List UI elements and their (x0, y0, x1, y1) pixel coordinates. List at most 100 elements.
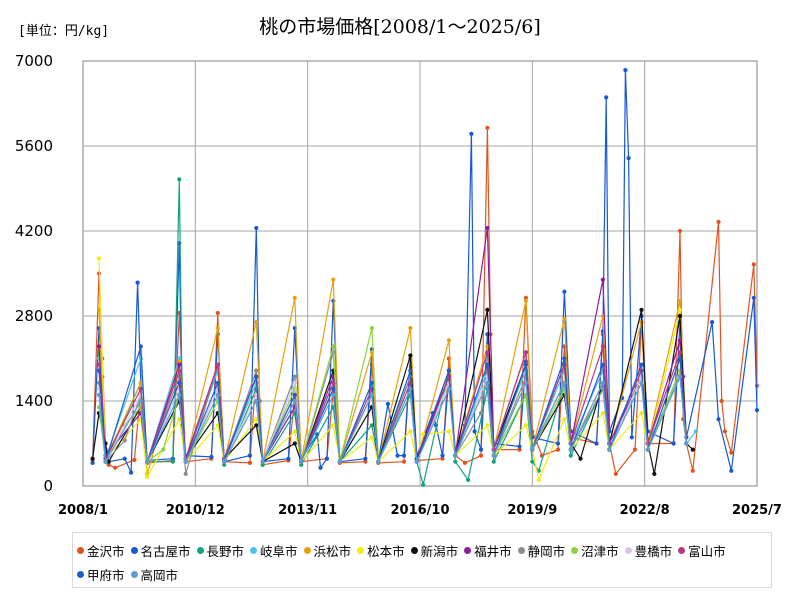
data-point (369, 423, 374, 428)
data-point (260, 462, 265, 467)
data-point (90, 460, 95, 465)
data-point (247, 453, 252, 458)
data-point (652, 471, 657, 476)
data-point (331, 344, 336, 349)
legend-label: 高岡市 (140, 568, 179, 583)
data-point (254, 398, 259, 404)
x-tick-label: 2008/1 (58, 503, 108, 518)
data-point (177, 392, 182, 397)
data-point (639, 362, 644, 367)
data-point (96, 368, 102, 373)
data-point (626, 156, 631, 161)
data-point (222, 462, 227, 467)
data-point (331, 392, 336, 397)
data-point (530, 447, 535, 452)
legend-label: 浜松市 (313, 544, 352, 559)
legend-label: 甲府市 (87, 568, 125, 583)
legend-item: 松本市 (357, 541, 405, 560)
data-point (446, 338, 451, 343)
data-point (292, 380, 297, 385)
x-tick-label: 2019/9 (507, 503, 557, 518)
y-tick-label: 1400 (15, 392, 53, 410)
data-point (568, 447, 573, 452)
data-point (754, 408, 760, 413)
data-point (138, 398, 143, 404)
data-point (369, 435, 374, 440)
axes: 0 1400 2800 4200 5600 7000 2008/1 2010/12 2013/1… (15, 52, 782, 518)
data-point (523, 362, 529, 367)
data-point (177, 362, 182, 367)
data-point (96, 362, 102, 367)
data-point (485, 225, 490, 231)
legend-label: 松本市 (367, 544, 405, 559)
legend-marker (130, 571, 138, 578)
legend-marker (130, 547, 138, 554)
data-point (254, 374, 259, 379)
data-point (604, 95, 609, 100)
data-point (138, 344, 143, 349)
data-point (594, 441, 599, 446)
legend-marker (77, 547, 84, 554)
data-point (183, 459, 188, 464)
legend-marker (77, 571, 84, 578)
data-point (536, 468, 541, 473)
data-point (677, 228, 683, 234)
data-point (523, 298, 529, 303)
x-tick-label: 2016/10 (390, 503, 449, 518)
data-point (472, 429, 477, 434)
data-point (363, 456, 368, 461)
data-point (684, 441, 689, 446)
data-point (215, 380, 220, 385)
legend-marker (678, 547, 686, 554)
data-point (286, 456, 291, 461)
data-point (292, 398, 297, 404)
data-point (408, 353, 413, 358)
data-point (754, 383, 760, 388)
data-point (106, 462, 111, 467)
data-point (485, 362, 490, 367)
data-point (129, 470, 134, 475)
legend-item: 長野市 (196, 541, 244, 560)
legend-label: 名古屋市 (140, 544, 191, 559)
data-point (209, 454, 214, 459)
data-point (254, 320, 259, 325)
data-point (613, 471, 618, 476)
legend-item: 名古屋市 (130, 541, 191, 560)
data-point (96, 392, 102, 397)
data-point (478, 453, 484, 458)
data-point (145, 474, 150, 479)
data-point (562, 417, 567, 422)
data-point (677, 298, 683, 303)
data-point (369, 392, 374, 397)
data-point (677, 374, 683, 379)
y-tick-label: 5600 (15, 137, 53, 155)
data-point (578, 456, 583, 461)
data-point (222, 459, 227, 464)
chart-title: 桃の市場価格[2008/1～2025/6] (259, 16, 541, 38)
data-point (536, 477, 541, 482)
series-line (98, 376, 687, 463)
data-point (247, 460, 252, 465)
data-point (600, 344, 606, 349)
data-point (523, 295, 529, 300)
data-point (469, 131, 474, 136)
data-point (292, 392, 297, 397)
legend-item: 岐阜市 (250, 541, 298, 560)
data-point (401, 459, 407, 464)
data-point (113, 465, 118, 470)
data-point (337, 459, 342, 464)
series-line (98, 345, 687, 463)
data-point (716, 417, 721, 422)
series-lines (90, 68, 760, 487)
data-point (677, 307, 683, 312)
data-point (716, 219, 721, 224)
data-point (215, 326, 220, 331)
data-point (408, 326, 413, 331)
data-point (408, 429, 413, 434)
data-point (485, 125, 490, 130)
data-point (96, 326, 102, 331)
data-point (324, 456, 329, 461)
legend-marker (357, 547, 365, 554)
legend-item: 沼津市 (571, 541, 619, 560)
data-point (421, 482, 426, 487)
